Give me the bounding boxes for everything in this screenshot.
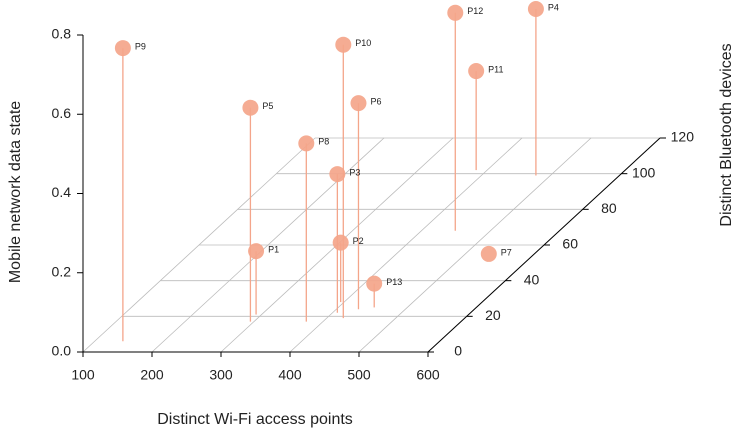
x-tick-label: 400	[278, 367, 302, 383]
x-tick-label: 200	[140, 367, 164, 383]
point	[527, 1, 544, 18]
x-tick-label: 500	[347, 367, 371, 383]
x-axis-title: Distinct Wi-Fi access points	[157, 411, 353, 428]
point	[114, 40, 131, 57]
point-label: P8	[318, 137, 329, 147]
y-axis	[427, 137, 661, 353]
y-axis-title: Distinct Bluetooth devices	[718, 43, 734, 226]
z-tick-label: 0.8	[52, 26, 72, 42]
point	[468, 63, 485, 80]
point	[242, 99, 259, 116]
x-tick-label: 300	[209, 367, 233, 383]
point	[332, 234, 349, 251]
point-label: P12	[467, 6, 483, 16]
y-tick-label: 80	[601, 200, 617, 216]
point	[350, 95, 367, 112]
point-label: P11	[488, 64, 503, 74]
point	[480, 245, 497, 262]
point-label: P6	[370, 97, 381, 107]
point-label: P4	[548, 2, 559, 12]
y-tick-label: 20	[485, 307, 501, 323]
point-label: P7	[501, 247, 512, 257]
z-tick-label: 0.0	[52, 343, 72, 359]
point-label: P5	[262, 101, 273, 111]
point-label: P9	[135, 41, 146, 51]
z-tick-label: 0.4	[52, 184, 72, 200]
y-tick-label: 0	[454, 343, 462, 359]
point-label: P1	[268, 245, 279, 255]
z-tick-label: 0.6	[52, 105, 72, 121]
point	[298, 135, 315, 152]
point	[366, 275, 383, 292]
z-tick-label: 0.2	[52, 263, 72, 279]
point	[447, 4, 464, 21]
y-tick-label: 100	[632, 164, 656, 180]
point-label: P10	[355, 38, 371, 48]
z-axis-title: Mobile network data state	[7, 101, 24, 283]
y-tick-label: 60	[562, 236, 578, 252]
point-label: P13	[386, 277, 402, 287]
point-label: P2	[353, 236, 364, 246]
x-tick-label: 100	[71, 367, 95, 383]
point	[335, 36, 352, 53]
y-tick-label: 40	[524, 271, 540, 287]
point-label: P3	[349, 167, 360, 177]
x-tick-label: 600	[416, 367, 440, 383]
point	[248, 243, 265, 260]
point	[329, 166, 346, 183]
y-tick-label: 120	[671, 129, 695, 145]
